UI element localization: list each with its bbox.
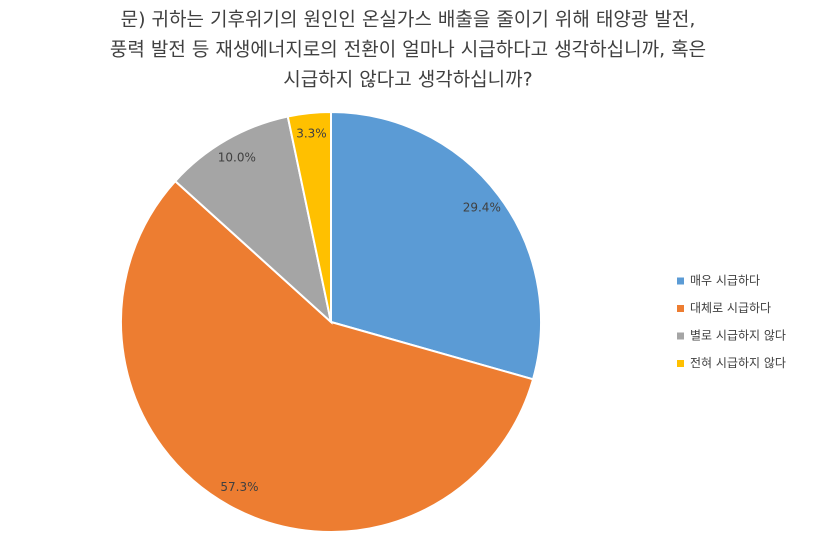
- chart-title: 풍력 발전 등 재생에너지로의 전환이 얼마나 시급하다고 생각하십니까, 혹은: [110, 39, 706, 61]
- chart-title: 문) 귀하는 기후위기의 원인인 온실가스 배출을 줄이기 위해 태양광 발전,: [121, 9, 696, 31]
- legend-label: 매우 시급하다: [690, 274, 760, 288]
- pie-slice: [330, 110, 542, 381]
- data-label: 3.3%: [296, 127, 327, 141]
- pie-slice: [173, 115, 333, 325]
- data-label: 29.4%: [463, 201, 501, 215]
- data-label: 57.3%: [220, 480, 258, 494]
- chart-title: 시급하지 않다고 생각하십니까?: [283, 69, 532, 91]
- legend-swatch: [677, 277, 684, 285]
- pie-slice: [286, 110, 332, 323]
- legend-swatch: [677, 305, 684, 312]
- pie-slice: [120, 179, 535, 533]
- legend-label: 별로 시급하지 않다: [690, 329, 786, 343]
- legend-swatch: [677, 360, 684, 367]
- legend-swatch: [677, 332, 684, 340]
- data-label: 10.0%: [218, 151, 256, 165]
- legend-label: 대체로 시급하다: [690, 301, 771, 315]
- legend-label: 전혀 시급하지 않다: [690, 356, 786, 370]
